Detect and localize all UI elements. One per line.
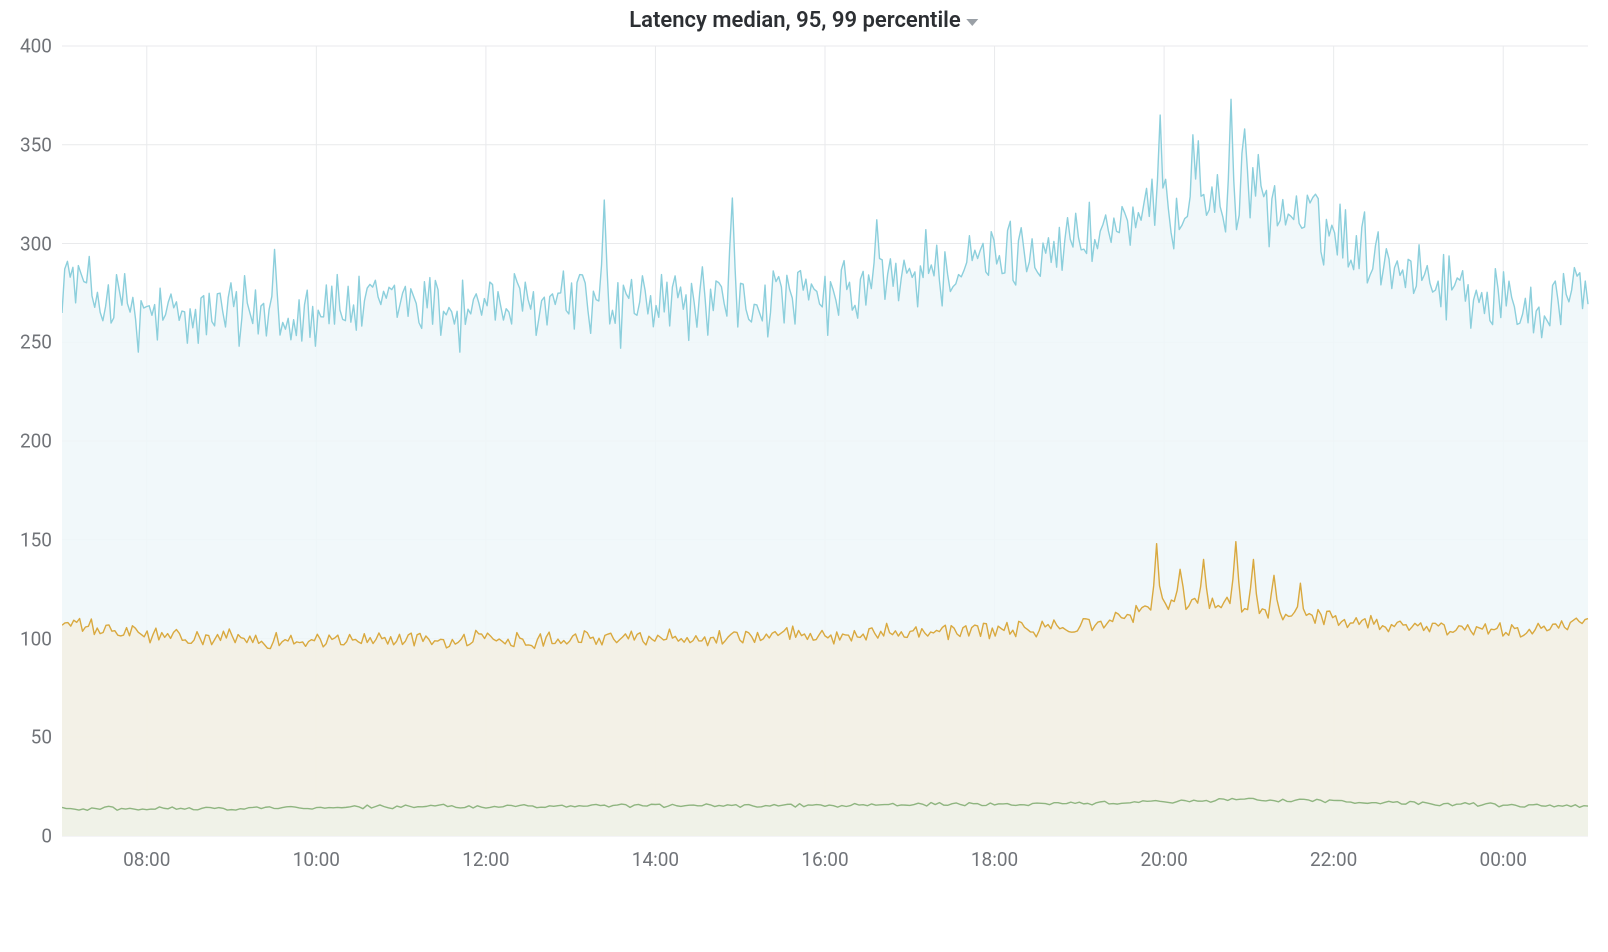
plot-area: 05010015020025030035040008:0010:0012:001… bbox=[62, 42, 1592, 882]
x-tick-label: 22:00 bbox=[1310, 848, 1357, 871]
y-tick-label: 150 bbox=[20, 528, 52, 551]
x-tick-label: 10:00 bbox=[293, 848, 340, 871]
y-tick-label: 300 bbox=[20, 232, 52, 255]
x-tick-label: 00:00 bbox=[1480, 848, 1527, 871]
chevron-down-icon bbox=[967, 19, 979, 26]
y-tick-label: 350 bbox=[20, 133, 52, 156]
x-tick-label: 16:00 bbox=[801, 848, 848, 871]
x-tick-label: 20:00 bbox=[1140, 848, 1187, 871]
x-tick-label: 14:00 bbox=[632, 848, 679, 871]
x-tick-label: 08:00 bbox=[123, 848, 170, 871]
y-tick-label: 0 bbox=[41, 825, 52, 848]
x-tick-label: 12:00 bbox=[462, 848, 509, 871]
y-tick-label: 200 bbox=[20, 430, 52, 453]
chart-title-text: Latency median, 95, 99 percentile bbox=[629, 8, 960, 33]
x-tick-label: 18:00 bbox=[971, 848, 1018, 871]
y-tick-label: 50 bbox=[31, 726, 52, 749]
chart-svg bbox=[62, 42, 1592, 882]
y-tick-label: 400 bbox=[20, 35, 52, 58]
chart-title-dropdown[interactable]: Latency median, 95, 99 percentile bbox=[629, 8, 978, 33]
latency-chart: Latency median, 95, 99 percentile 0 50 100… bbox=[0, 0, 1608, 952]
y-tick-label: 100 bbox=[20, 627, 52, 650]
y-tick-label: 250 bbox=[20, 331, 52, 354]
